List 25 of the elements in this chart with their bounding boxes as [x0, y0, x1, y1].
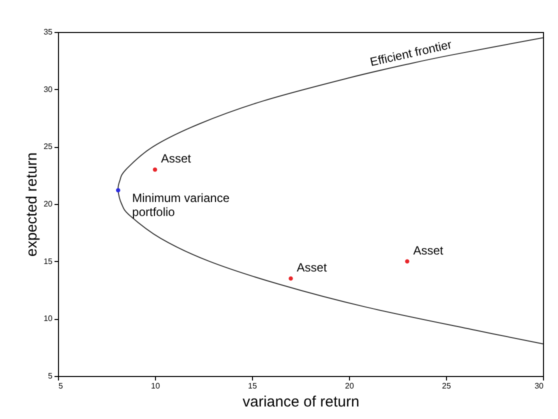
- y-tick-label: 25: [44, 142, 54, 152]
- point: [288, 276, 293, 281]
- annotation: Asset: [413, 243, 444, 258]
- point: [116, 188, 120, 192]
- x-tick-label: 5: [58, 382, 64, 390]
- y-axis-title: expected return: [24, 152, 41, 257]
- x-axis-title: variance of return: [242, 394, 360, 410]
- annotation: Asset: [296, 260, 328, 275]
- x-tick-label: 10: [151, 382, 160, 390]
- x-tick-label: 30: [534, 382, 544, 390]
- y-tick-label: 35: [44, 28, 54, 36]
- annotation: Minimum variance portfolio: [132, 191, 230, 220]
- y-tick-label: 10: [44, 314, 54, 324]
- point: [152, 167, 158, 172]
- y-tick-label: 30: [44, 84, 54, 94]
- annotation: Asset: [161, 152, 192, 166]
- line-series: [118, 37, 544, 344]
- annotation: Efficient frontier: [368, 37, 453, 70]
- x-tick-label: 15: [248, 382, 258, 390]
- y-tick-label: 15: [44, 256, 54, 266]
- y-tick-label: 5: [48, 372, 54, 380]
- y-tick-label: 20: [44, 200, 54, 208]
- point: [405, 259, 410, 264]
- x-tick-label: 20: [345, 382, 354, 390]
- x-tick-label: 25: [442, 382, 452, 390]
